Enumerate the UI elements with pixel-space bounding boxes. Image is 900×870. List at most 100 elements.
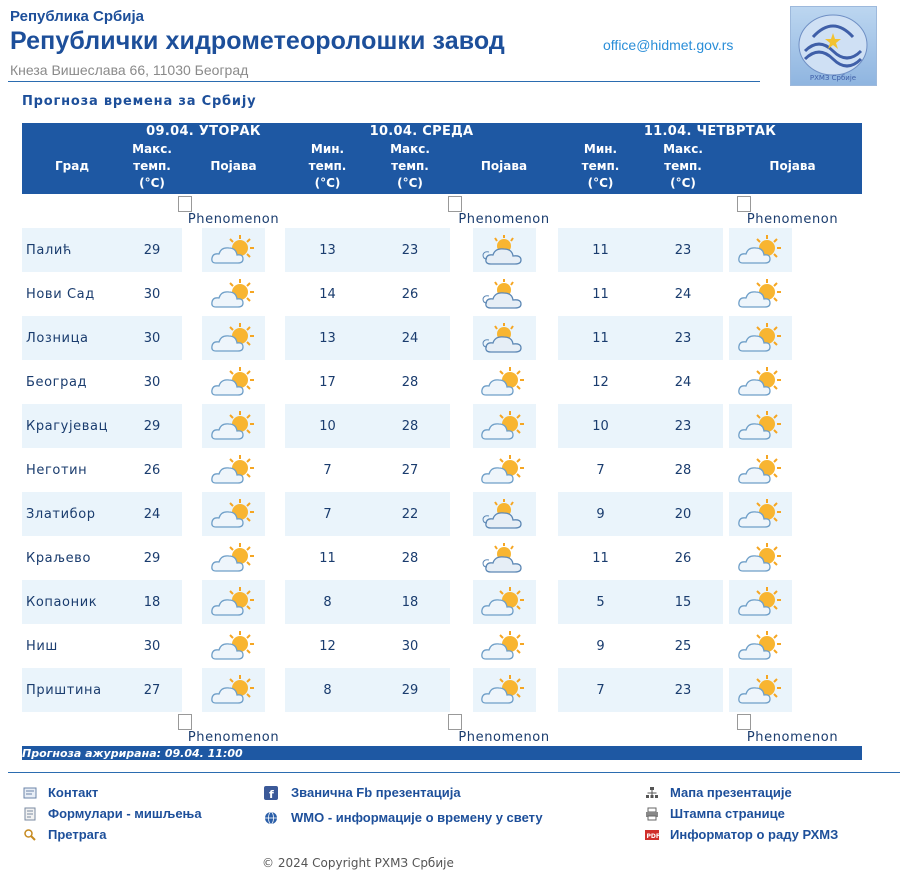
city-name[interactable]: Краљево [26,550,91,566]
city-name[interactable]: Приштина [22,668,122,712]
table-row: Нови Сад 30 14 26 11 24 [22,272,862,316]
table-row: Копаоник 18 8 18 5 15 [22,580,863,624]
phenomenon-image-placeholder: Phenomenon [448,713,549,745]
d1-max-temp: 24 [122,492,182,536]
d3-min-temp: 9 [558,492,643,536]
footer-link[interactable]: Информатор о раду РХМЗ [670,827,839,842]
d1-max-temp: 26 [143,462,161,478]
city-name[interactable]: Златибор [22,492,122,536]
wmo-globe-icon[interactable] [264,811,278,825]
d3-max-temp: 23 [643,228,723,272]
table-row: Неготин 26 7 27 7 28 [22,448,862,492]
email-link[interactable]: office@hidmet.gov.rs [603,37,734,53]
phenomenon-image-placeholder: Phenomenon [736,195,838,227]
d2-min-temp: 10 [285,404,370,448]
d2-max-temp: 26 [401,286,419,302]
d1-max-temp: 30 [143,286,161,302]
d3-max-temp: 23 [643,668,723,712]
sun-cloud-icon [472,668,536,712]
table-row: Ниш 30 12 30 9 25 [22,624,862,668]
sun-cloud-icon [202,316,265,360]
header-divider [8,81,760,82]
city-name[interactable]: Палић [22,228,122,272]
d1-max-temp: 30 [143,374,161,390]
svg-text:PDF: PDF [647,833,660,840]
updated-label: Прогноза ажурирана: 09.04. 11:00 [22,746,863,760]
city-name[interactable]: Лозница [22,316,122,360]
city-name[interactable]: Крагујевац [22,404,122,448]
d1-max-temp: 29 [122,404,182,448]
city-name[interactable]: Београд [26,374,88,390]
search-icon[interactable] [23,828,37,842]
updated-row: Прогноза ажурирана: 09.04. 11:00 [22,746,863,760]
table-row: Златибор 24 7 22 9 20 [22,492,863,536]
col-d2-max: Макс. темп. (°C) [370,139,450,194]
sitemap-icon[interactable] [645,786,659,800]
sun-cloud-icon [202,536,265,580]
col-d3-max: Макс. темп. (°C) [643,139,723,194]
facebook-icon[interactable]: f [264,786,278,800]
footer-link[interactable]: Претрага [48,827,107,842]
d3-max-temp: 23 [643,316,723,360]
d1-max-temp: 18 [122,580,182,624]
d3-max-temp: 15 [643,580,723,624]
form-icon[interactable] [23,807,37,821]
col-d1-phen: Појава [182,139,285,194]
d3-max-temp: 28 [674,462,692,478]
site-header: Република Србија Републички хидрометеоро… [0,0,900,90]
sun-cloud-icon [472,580,536,624]
d3-min-temp: 5 [558,580,643,624]
sun-cloud-icon [202,624,265,668]
d2-max-temp: 28 [401,550,419,566]
day-3-header: 11.04. ЧЕТВРТАК [558,123,863,139]
d2-max-temp: 22 [370,492,450,536]
city-name[interactable]: Копаоник [22,580,122,624]
d2-min-temp: 7 [285,492,370,536]
table-row: Краљево 29 11 28 11 26 [22,536,862,580]
d1-max-temp: 30 [143,638,161,654]
cloud-sun-icon [472,228,536,272]
footer-link[interactable]: Контакт [48,785,99,800]
page-subtitle: Прогноза времена за Србију [22,94,257,109]
sun-cloud-icon [729,536,792,580]
table-row: Лозница 30 13 24 11 23 [22,316,863,360]
d2-min-temp: 7 [323,462,332,478]
day-2-header: 10.04. СРЕДА [285,123,558,139]
sun-cloud-icon [202,448,265,492]
city-name[interactable]: Ниш [26,638,58,654]
sun-cloud-icon [202,580,265,624]
footer-link[interactable]: Штампа странице [670,806,785,821]
d3-min-temp: 9 [596,638,605,654]
printer-icon[interactable] [645,807,659,821]
footer-link[interactable]: Званична Fb презентација [291,785,461,800]
d1-max-temp: 27 [122,668,182,712]
sun-cloud-icon [729,624,792,668]
d2-max-temp: 28 [401,374,419,390]
city-name[interactable]: Нови Сад [26,286,95,302]
d2-min-temp: 13 [285,228,370,272]
d3-min-temp: 11 [558,316,643,360]
d3-min-temp: 11 [592,286,609,302]
phenomenon-image-placeholder: Phenomenon [448,195,549,227]
pdf-icon[interactable]: PDF [645,828,659,842]
d3-max-temp: 20 [643,492,723,536]
d2-min-temp: 8 [285,668,370,712]
rhmz-logo[interactable]: РХМЗ Србије [790,6,877,86]
sun-cloud-icon [202,272,265,316]
footer-link[interactable]: WMO - информације о времену у свету [291,810,543,825]
d2-max-temp: 28 [370,404,450,448]
d2-min-temp: 14 [319,286,336,302]
d2-min-temp: 11 [319,550,336,566]
copyright-label: © 2024 Copyright РХМЗ Србије [262,856,454,870]
sun-cloud-icon [729,448,792,492]
day-1-header: 09.04. УТОРАК [122,123,285,139]
contact-card-icon[interactable] [23,786,37,800]
sun-cloud-icon [729,316,792,360]
city-name[interactable]: Неготин [26,462,88,478]
d2-max-temp: 30 [401,638,419,654]
footer-link[interactable]: Формулари - мишљења [48,806,202,821]
footer-divider [8,772,900,773]
footer-link[interactable]: Мапа презентације [670,785,792,800]
institute-title[interactable]: Републички хидрометеоролошки завод [10,27,505,55]
col-d3-phen: Појава [723,139,863,194]
